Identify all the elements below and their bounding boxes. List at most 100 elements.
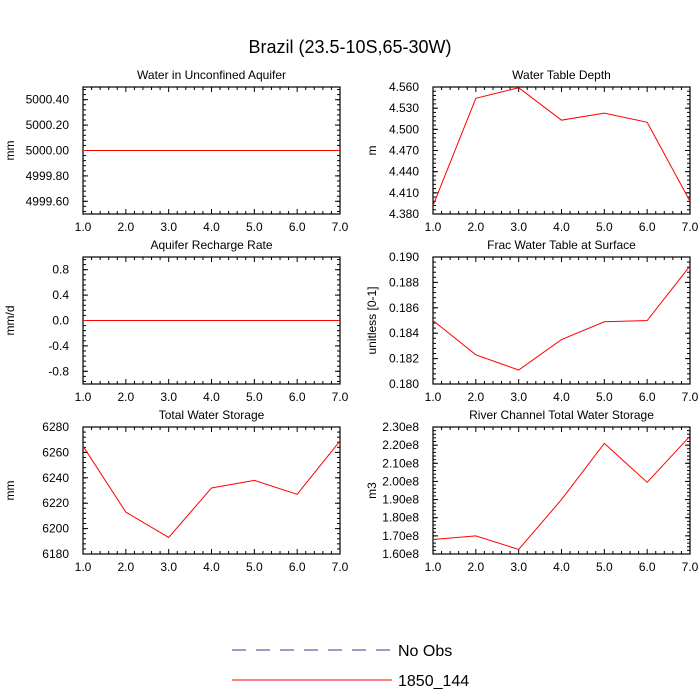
y-tick-label: 4.410 [389,186,419,200]
x-tick-label: 6.0 [639,220,656,234]
legend-item-2: 1850_144 [232,673,469,690]
x-tick-label: 3.0 [510,390,527,404]
x-tick-label: 4.0 [203,560,220,574]
y-axis-label: m [365,146,379,156]
y-tick-label: 2.20e8 [382,438,419,452]
x-tick-label: 5.0 [246,220,263,234]
panel-title: River Channel Total Water Storage [469,408,654,422]
y-tick-label: 6240 [42,471,69,485]
x-tick-label: 2.0 [117,390,134,404]
series-line [432,87,691,206]
x-tick-label: 2.0 [467,560,484,574]
y-tick-label: 1.80e8 [382,511,419,525]
plot-frame [432,426,691,555]
y-tick-label: -0.4 [48,339,69,353]
x-tick-label: 2.0 [117,220,134,234]
y-tick-label: 0.184 [389,326,419,340]
series-line [432,265,691,371]
x-tick-label: 5.0 [246,560,263,574]
y-tick-label: 2.00e8 [382,474,419,488]
x-tick-label: 1.0 [425,390,442,404]
y-tick-label: 4.560 [389,80,419,94]
y-tick-label: 0.180 [389,377,419,391]
x-tick-label: 3.0 [160,220,177,234]
x-tick-label: 1.0 [425,220,442,234]
y-tick-label: 6180 [42,547,69,561]
x-tick-label: 6.0 [289,390,306,404]
y-tick-label: 2.10e8 [382,456,419,470]
x-tick-label: 3.0 [510,560,527,574]
x-tick-label: 7.0 [332,560,349,574]
x-tick-label: 1.0 [425,560,442,574]
y-tick-label: 1.60e8 [382,547,419,561]
y-axis-label: mm [3,141,17,161]
y-axis-label: mm/d [3,306,17,336]
x-tick-label: 5.0 [246,390,263,404]
y-tick-label: 6280 [42,420,69,434]
x-tick-label: 7.0 [332,220,349,234]
x-tick-label: 6.0 [289,560,306,574]
x-tick-label: 2.0 [467,390,484,404]
y-tick-label: 0.0 [52,314,69,328]
panel-3: Aquifer Recharge Rate 1.0 2.0 3.0 4.0 5.0 6.0 7… [3,238,349,404]
y-tick-label: 4999.80 [26,169,70,183]
x-tick-label: 7.0 [332,390,349,404]
x-tick-label: 4.0 [553,220,570,234]
y-tick-label: 4.530 [389,101,419,115]
panel-6: River Channel Total Water Storage 1.0 2.0 3… [365,408,699,574]
x-tick-label: 1.0 [75,390,92,404]
x-tick-label: 2.0 [117,560,134,574]
x-tick-label: 5.0 [596,560,613,574]
x-tick-label: 3.0 [510,220,527,234]
y-tick-label: 0.190 [389,250,419,264]
plot-frame [432,256,691,385]
panel-2: Water Table Depth 1.0 2.0 3.0 4.0 5.0 6.0 7.0 4.… [365,68,699,234]
panels: Water in Unconfined Aquifer 1.0 2.0 3.0 4.0 5… [3,68,699,574]
y-tick-label: 6220 [42,496,69,510]
y-tick-label: -0.8 [48,364,69,378]
x-tick-label: 5.0 [596,220,613,234]
panel-title: Frac Water Table at Surface [487,238,636,252]
x-tick-label: 4.0 [203,220,220,234]
y-tick-label: 0.4 [52,288,69,302]
y-tick-label: 4.470 [389,144,419,158]
x-tick-label: 3.0 [160,560,177,574]
x-tick-label: 6.0 [639,560,656,574]
panel-title: Water Table Depth [512,68,611,82]
x-tick-label: 4.0 [553,560,570,574]
x-tick-label: 1.0 [75,220,92,234]
x-tick-label: 4.0 [553,390,570,404]
x-tick-label: 7.0 [682,220,699,234]
x-tick-label: 5.0 [596,390,613,404]
series-line [82,440,341,539]
y-tick-label: 0.182 [389,352,419,366]
y-tick-label: 6200 [42,522,69,536]
y-tick-label: 1.70e8 [382,529,419,543]
y-tick-label: 6260 [42,445,69,459]
x-tick-label: 6.0 [639,390,656,404]
x-tick-label: 7.0 [682,560,699,574]
y-tick-label: 1.90e8 [382,493,419,507]
y-axis-label: unitless [0-1] [365,286,379,354]
x-tick-label: 6.0 [289,220,306,234]
plot-frame [82,426,341,555]
legend-item-1: No Obs [232,643,452,660]
x-tick-label: 4.0 [203,390,220,404]
y-tick-label: 4.380 [389,207,419,221]
y-tick-label: 0.186 [389,301,419,315]
legend: No Obs 1850_144 [232,643,469,690]
y-tick-label: 4.500 [389,122,419,136]
panel-title: Water in Unconfined Aquifer [137,68,286,82]
y-tick-label: 5000.20 [26,118,70,132]
panel-4: Frac Water Table at Surface 1.0 2.0 3.0 4.0 5… [365,238,699,404]
y-tick-label: 5000.40 [26,93,70,107]
panel-5: Total Water Storage 1.0 2.0 3.0 4.0 5.0 6.0 7.0… [3,408,349,574]
y-axis-label: m3 [365,482,379,499]
y-axis-label: mm [3,481,17,501]
legend-label: 1850_144 [398,673,469,690]
y-tick-label: 4999.60 [26,194,70,208]
legend-label: No Obs [398,643,452,660]
x-tick-label: 1.0 [75,560,92,574]
series-line [432,435,691,551]
